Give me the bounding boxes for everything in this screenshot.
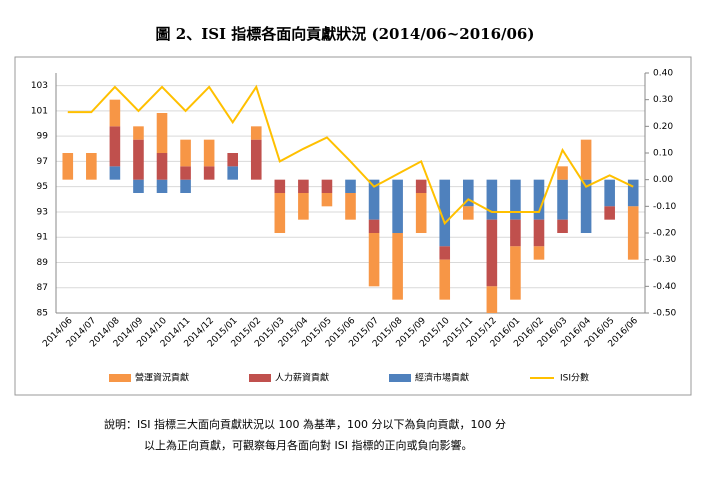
bar [133, 126, 144, 140]
y2-tick-label: 0.30 [653, 95, 673, 105]
y2-tick-label: -0.50 [653, 309, 677, 319]
bar [462, 206, 474, 220]
bar [109, 166, 121, 180]
bar [415, 193, 427, 233]
legend-swatch [249, 374, 271, 382]
bar [86, 153, 97, 180]
bar [486, 179, 498, 220]
y2-tick-label: 0.10 [653, 149, 673, 159]
bar [62, 153, 74, 180]
y-tick-label: 89 [37, 258, 49, 268]
bar [580, 139, 592, 180]
bar [109, 99, 121, 127]
bar [203, 166, 215, 180]
bar [203, 139, 215, 167]
y-tick-label: 99 [37, 132, 49, 142]
bar [345, 193, 356, 220]
y-tick-label: 91 [37, 233, 48, 243]
bar [368, 233, 380, 287]
bar [392, 233, 403, 300]
bar [580, 179, 592, 233]
bar [180, 179, 191, 193]
legend-swatch [109, 374, 131, 382]
bar [486, 286, 498, 313]
y2-tick-label: -0.30 [653, 255, 677, 265]
y-tick-label: 97 [37, 157, 48, 167]
y2-tick-label: -0.20 [653, 229, 677, 239]
y-tick-label: 85 [37, 309, 48, 319]
bar [274, 179, 286, 193]
bar [227, 153, 239, 167]
bar [274, 193, 286, 233]
bar [557, 179, 568, 220]
bar [627, 179, 639, 207]
y-tick-label: 93 [37, 207, 48, 217]
bar [156, 153, 168, 180]
bar [604, 179, 615, 207]
bar [557, 219, 568, 233]
y2-tick-label: 0.40 [653, 69, 673, 79]
bar [227, 166, 239, 180]
chart-border [14, 56, 692, 396]
bar [345, 179, 356, 193]
bar [510, 179, 521, 220]
bar [510, 246, 521, 300]
y2-tick-label: -0.10 [653, 202, 677, 212]
bar [510, 219, 521, 247]
y-tick-label: 103 [31, 81, 48, 91]
bar [392, 179, 403, 233]
legend-label: 經濟市場貢獻 [415, 372, 469, 384]
bar [180, 166, 191, 180]
legend-label: 營運資況貢獻 [135, 372, 189, 384]
bar [321, 179, 333, 193]
bar [298, 193, 309, 220]
note-line: 說明：ISI 指標三大面向貢獻狀況以 100 為基準，100 分以下為負向貢獻，… [104, 417, 506, 431]
bar [109, 126, 121, 167]
y2-tick-label: 0.20 [653, 122, 673, 132]
legend-label: 人力薪資貢獻 [275, 372, 329, 384]
bar [250, 139, 262, 180]
bar [133, 179, 144, 193]
bar [462, 179, 474, 207]
chart-title: 圖 2、ISI 指標各面向貢獻狀況 (2014/06~2016/06) [156, 25, 535, 43]
y2-tick-label: 0.00 [653, 175, 673, 185]
y-tick-label: 95 [37, 182, 48, 192]
note-line: 以上為正向貢獻，可觀察每月各面向對 ISI 指標的正向或負向影響。 [144, 438, 472, 452]
bar [156, 179, 168, 193]
bar [415, 179, 427, 193]
bar [439, 179, 451, 247]
bar [486, 219, 498, 287]
y2-tick-label: -0.40 [653, 282, 677, 292]
bar [156, 113, 168, 153]
line [67, 84, 634, 226]
bar [533, 246, 545, 260]
bar [250, 126, 262, 140]
legend-label: ISI分數 [560, 372, 589, 384]
bar [627, 206, 639, 260]
bar [298, 179, 309, 193]
bar [133, 139, 144, 180]
bar [368, 219, 380, 233]
bar [368, 179, 380, 220]
bar [439, 259, 451, 300]
bar [557, 166, 568, 180]
bar [533, 219, 545, 247]
y-tick-label: 87 [37, 283, 48, 293]
bar [321, 193, 333, 207]
bar [180, 139, 191, 167]
bar [439, 246, 451, 260]
bar [533, 179, 545, 220]
y-tick-label: 101 [31, 106, 48, 116]
bar [604, 206, 615, 220]
legend-swatch [389, 374, 411, 382]
